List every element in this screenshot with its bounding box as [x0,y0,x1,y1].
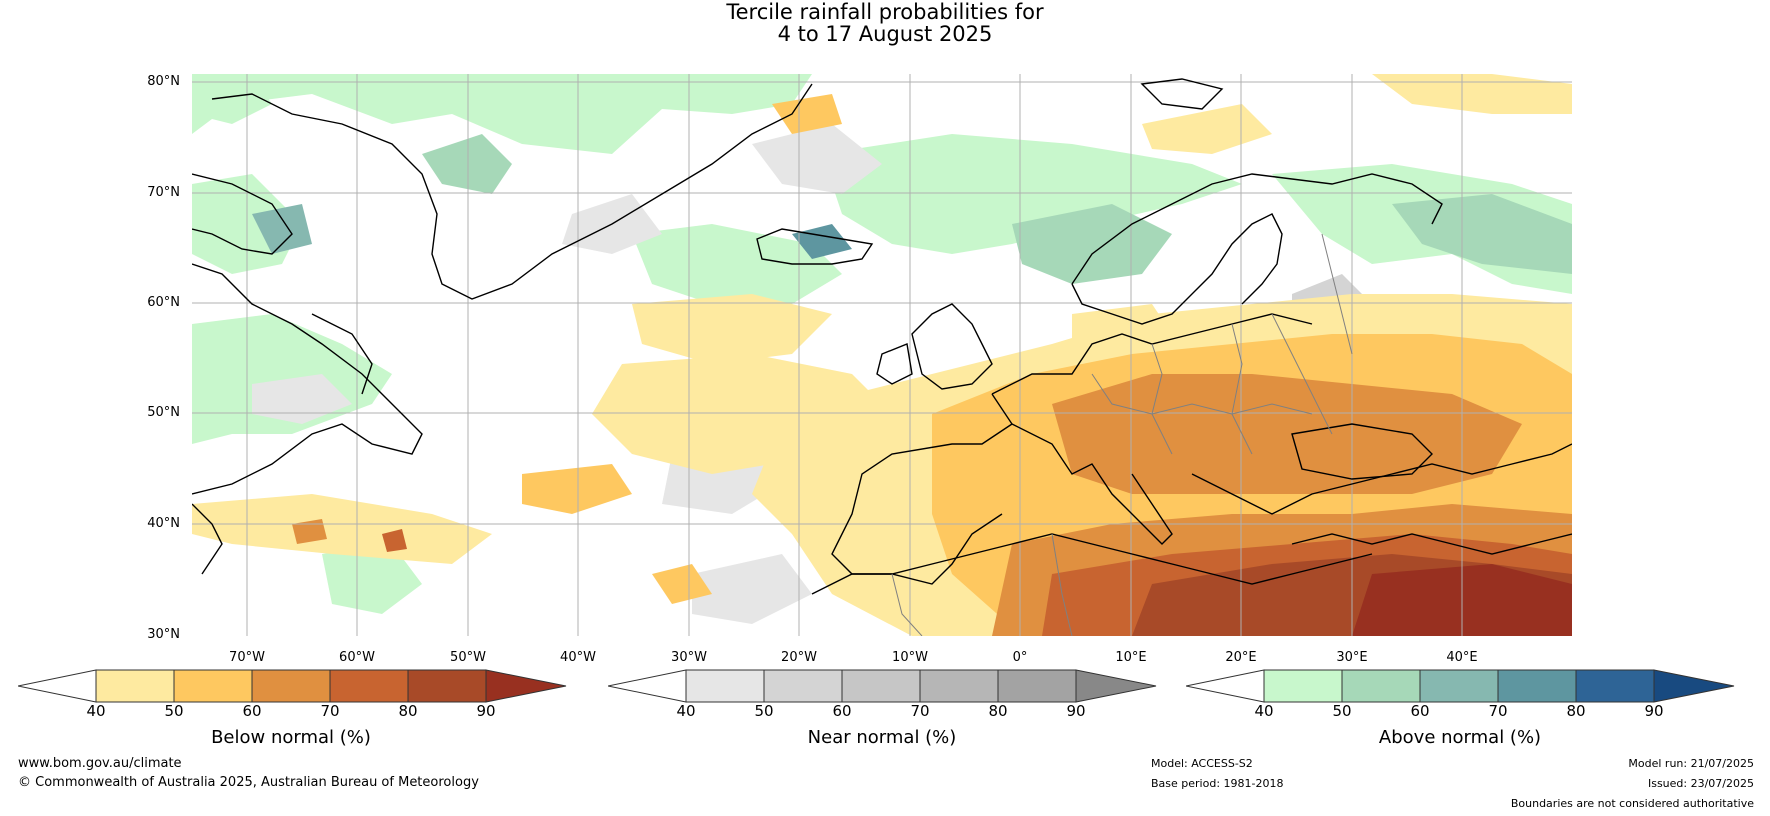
cb-near-seg-6 [1075,669,1157,703]
cb-below-tick-60: 60 [242,702,262,720]
lon-label-40e: 40°E [1446,650,1478,665]
cb-above-tick-70: 70 [1488,702,1508,720]
cb-near-tick-80: 80 [988,702,1008,720]
cb-above-seg-0 [1186,669,1265,703]
cb-above-seg-4 [1497,669,1577,703]
cb-above-tick-40: 40 [1254,702,1274,720]
cb-near-tick-70: 70 [910,702,930,720]
cb-below-seg-3 [251,669,331,703]
cb-above-tick-50: 50 [1332,702,1352,720]
lon-label-10e: 10°E [1115,650,1147,665]
cb-above-seg-1 [1263,669,1343,703]
cb-above-seg-3 [1419,669,1499,703]
lat-label-80n: 80°N [147,74,180,89]
base-period: Base period: 1981-2018 [1151,777,1284,790]
cb-near-seg-5 [997,669,1077,703]
cb-near-tick-50: 50 [754,702,774,720]
cb-near-tick-40: 40 [676,702,696,720]
colorbar-below-normal [18,669,567,703]
cb-below-tick-70: 70 [320,702,340,720]
cb-near-tick-90: 90 [1066,702,1086,720]
copyright-text: © Commonwealth of Australia 2025, Austra… [18,775,479,790]
cb-near-seg-4 [919,669,999,703]
issued-date: Issued: 23/07/2025 [1647,777,1754,790]
lat-label-30n: 30°N [147,627,180,642]
lon-label-10w: 10°W [892,650,928,665]
cb-near-seg-2 [763,669,843,703]
lon-label-50w: 50°W [450,650,486,665]
colorbar-near-normal [608,669,1157,703]
cb-near-seg-0 [608,669,687,703]
cb-below-seg-4 [329,669,409,703]
cb-above-seg-2 [1341,669,1421,703]
lon-label-0: 0° [1012,650,1028,665]
graticule [192,74,1572,636]
cb-above-seg-5 [1575,669,1655,703]
cb-below-seg-0 [18,669,97,703]
lat-label-40n: 40°N [147,516,180,531]
map-title-line2: 4 to 17 August 2025 [777,22,993,46]
rainfall-probability-map [192,74,1572,636]
model-name: Model: ACCESS-S2 [1151,757,1253,770]
cb-below-tick-80: 80 [398,702,418,720]
lat-label-60n: 60°N [147,295,180,310]
cb-above-tick-80: 80 [1566,702,1586,720]
cb-above-tick-60: 60 [1410,702,1430,720]
model-run-date: Model run: 21/07/2025 [1628,757,1754,770]
cb-near-seg-1 [685,669,765,703]
lon-label-20e: 20°E [1225,650,1257,665]
cb-below-seg-2 [173,669,253,703]
lon-label-30e: 30°E [1336,650,1368,665]
cb-near-seg-3 [841,669,921,703]
colorbar-near-title: Near normal (%) [807,727,957,748]
website-link[interactable]: www.bom.gov.au/climate [18,756,182,771]
lon-label-70w: 70°W [229,650,265,665]
cb-below-seg-1 [95,669,175,703]
boundaries-disclaimer: Boundaries are not considered authoritat… [1510,797,1754,810]
map-title-line1: Tercile rainfall probabilities for [726,0,1044,24]
coastlines [192,78,1572,595]
cb-above-tick-90: 90 [1644,702,1664,720]
cb-below-tick-90: 90 [476,702,496,720]
lon-label-20w: 20°W [781,650,817,665]
colorbar-above-title: Above normal (%) [1378,727,1542,748]
lon-label-40w: 40°W [560,650,596,665]
cb-near-tick-60: 60 [832,702,852,720]
cb-below-tick-40: 40 [86,702,106,720]
cb-below-tick-50: 50 [164,702,184,720]
map-canvas [192,74,1572,636]
lon-label-30w: 30°W [671,650,707,665]
lat-label-50n: 50°N [147,405,180,420]
cb-above-seg-6 [1653,669,1735,703]
cb-below-seg-6 [485,669,567,703]
probability-shading [192,74,1572,636]
cb-below-seg-5 [407,669,487,703]
colorbar-below-title: Below normal (%) [211,727,371,748]
country-borders [891,233,1353,636]
lat-label-70n: 70°N [147,185,180,200]
colorbar-above-normal [1186,669,1735,703]
lon-label-60w: 60°W [339,650,375,665]
